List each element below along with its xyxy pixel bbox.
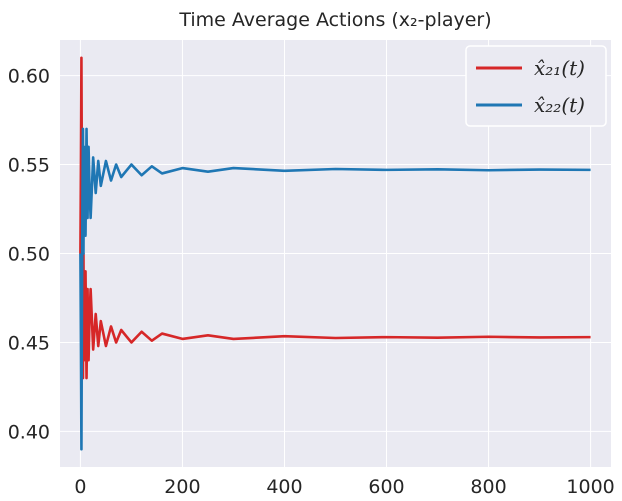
y-tick-label: 0.55 — [8, 155, 50, 177]
y-tick-label: 0.50 — [8, 244, 50, 266]
x-tick-label: 400 — [266, 476, 302, 498]
tick-labels: 0 200 400 600 800 1000 0.40 0.45 0.50 0.55 0.60 — [8, 66, 615, 498]
x-tick-label: 1000 — [566, 476, 614, 498]
y-tick-label: 0.45 — [8, 332, 50, 354]
series-line-x22 — [79, 127, 591, 451]
legend: x̂₂₁(t) x̂₂₂(t) — [465, 45, 607, 127]
x-tick-label: 600 — [368, 476, 404, 498]
y-tick-label: 0.60 — [8, 66, 50, 88]
legend-label-x22: x̂₂₂(t) — [534, 93, 585, 117]
chart-title: Time Average Actions (x₂-player) — [178, 9, 491, 31]
y-tick-label: 0.40 — [8, 421, 50, 443]
series-layer — [79, 56, 591, 451]
x-tick-label: 0 — [74, 476, 86, 498]
x-tick-label: 200 — [164, 476, 200, 498]
legend-label-x21: x̂₂₁(t) — [534, 56, 585, 80]
x-tick-label: 800 — [470, 476, 506, 498]
